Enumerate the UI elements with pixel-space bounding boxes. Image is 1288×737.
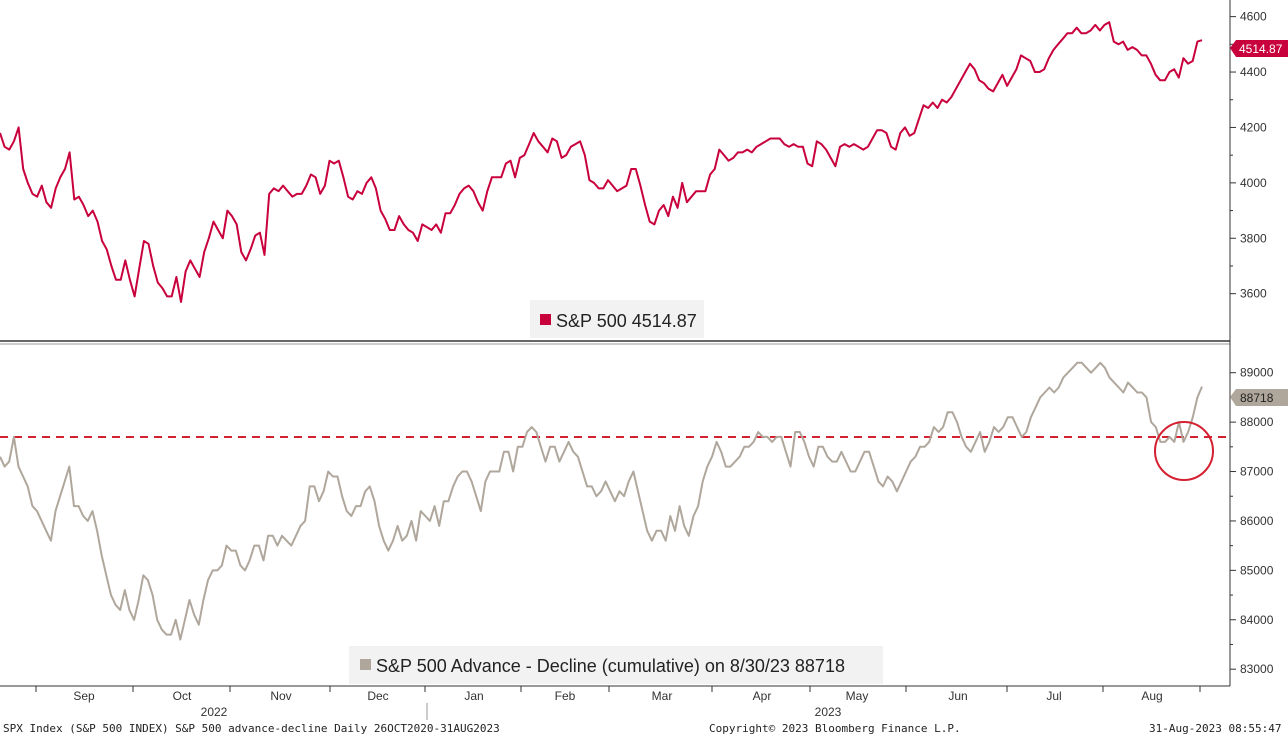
sp500-legend: S&P 500 4514.87 xyxy=(530,300,704,338)
advdecl-legend-label: S&P 500 Advance - Decline (cumulative) o… xyxy=(376,656,845,676)
footer-copyright: Copyright© 2023 Bloomberg Finance L.P. xyxy=(709,722,961,735)
xtick-label: Sep xyxy=(73,689,95,703)
xtick-label: May xyxy=(846,689,869,703)
sp500-legend-label: S&P 500 4514.87 xyxy=(556,311,697,331)
xtick-label: Jan xyxy=(464,689,483,703)
advdecl-ytick-label: 85000 xyxy=(1240,563,1274,577)
x-axis: Sep Oct Nov Dec Jan Feb Mar Apr May Jun Jul Aug 2022… xyxy=(35,686,1201,719)
sp500-last-value: 4514.87 xyxy=(1239,42,1283,56)
sp500-ytick-label: 4000 xyxy=(1240,176,1267,190)
advdecl-legend-swatch xyxy=(360,659,371,670)
xtick-label: Dec xyxy=(367,689,388,703)
year-label: 2022 xyxy=(201,705,228,719)
xtick-label: Nov xyxy=(270,689,291,703)
advdecl-ytick-label: 83000 xyxy=(1240,662,1274,676)
sp500-ytick-label: 4600 xyxy=(1240,10,1267,24)
advdecl-series-line xyxy=(0,361,1203,641)
advdecl-last-value: 88718 xyxy=(1240,391,1274,405)
xtick-label: Mar xyxy=(652,689,673,703)
advdecl-legend: S&P 500 Advance - Decline (cumulative) o… xyxy=(349,646,883,684)
xtick-label: Aug xyxy=(1141,689,1162,703)
sp500-series-line xyxy=(0,21,1203,303)
sp500-legend-swatch xyxy=(540,314,551,325)
footer-left: SPX Index (S&P 500 INDEX) S&P 500 advanc… xyxy=(3,722,500,735)
year-label: 2023 xyxy=(815,705,842,719)
advdecl-ytick-label: 87000 xyxy=(1240,465,1274,479)
sp500-ytick-label: 3600 xyxy=(1240,287,1267,301)
footer: SPX Index (S&P 500 INDEX) S&P 500 advanc… xyxy=(3,703,1281,735)
advance-decline-panel: 83000 84000 85000 86000 87000 88000 89000 xyxy=(0,361,1274,676)
xtick-label: Feb xyxy=(555,689,576,703)
sp500-ytick-label: 3800 xyxy=(1240,231,1267,245)
advdecl-ytick-label: 88000 xyxy=(1240,415,1274,429)
advdecl-highlight-circle xyxy=(1154,421,1214,481)
sp500-last-tag: 4514.87 xyxy=(1230,40,1288,57)
xtick-label: Apr xyxy=(753,689,772,703)
xtick-label: Oct xyxy=(173,689,192,703)
advdecl-ytick-label: 84000 xyxy=(1240,613,1274,627)
advdecl-last-tag: 88718 xyxy=(1230,389,1288,406)
advdecl-ytick-label: 89000 xyxy=(1240,366,1274,380)
sp500-ytick-label: 4200 xyxy=(1240,120,1267,134)
xtick-label: Jul xyxy=(1046,689,1061,703)
sp500-ytick-label: 4400 xyxy=(1240,65,1267,79)
xtick-label: Jun xyxy=(948,689,967,703)
advdecl-ytick-label: 86000 xyxy=(1240,514,1274,528)
footer-timestamp: 31-Aug-2023 08:55:47 xyxy=(1149,722,1281,735)
sp500-panel: 3600 3800 4000 4200 4400 4600 xyxy=(0,10,1267,303)
